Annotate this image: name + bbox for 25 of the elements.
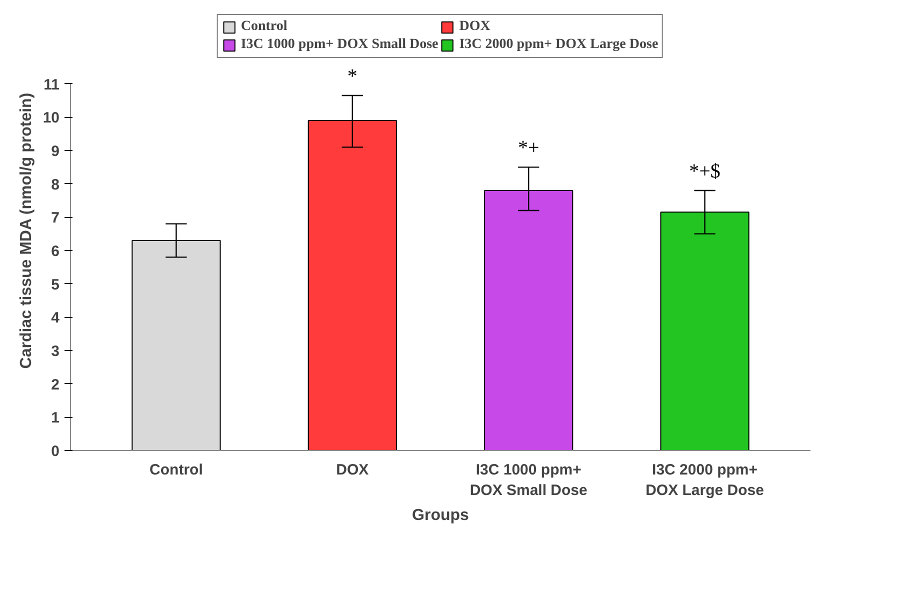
annotation: *	[347, 66, 358, 88]
y-tick-label: 10	[42, 110, 60, 127]
y-tick-label: 5	[51, 276, 60, 294]
y-tick-label: 7	[51, 210, 60, 227]
legend-label: Control	[240, 19, 288, 35]
y-tick-label: 1	[51, 410, 60, 427]
y-tick-label: 0	[51, 443, 60, 460]
annotation: *+$	[689, 160, 720, 182]
y-tick-label: 2	[51, 376, 60, 394]
x-tick-label: I3C 2000 ppm+ DOX Large Dose	[646, 462, 764, 499]
y-tick-label: 4	[51, 310, 60, 327]
legend-label: I3C 1000 ppm+ DOX Small Dose	[240, 37, 438, 53]
y-tick-label: 11	[44, 76, 60, 94]
y-tick-label: 6	[51, 243, 60, 260]
legend-label: DOX	[459, 19, 490, 35]
y-tick-label: 3	[51, 343, 60, 360]
x-tick-label: I3C 1000 ppm+ DOX Small Dose	[470, 462, 588, 499]
annotation: *+	[518, 137, 540, 160]
y-tick-label: 9	[51, 143, 60, 160]
y-tick-label: 8	[51, 176, 60, 194]
legend-label: I3C 2000 ppm+ DOX Large Dose	[459, 37, 658, 53]
y-axis-title: Cardiac tissue MDA (nmol/g protein)	[18, 92, 35, 369]
x-tick-label: Control	[150, 462, 203, 478]
x-axis-title: Groups	[412, 506, 470, 524]
x-tick-label: DOX	[336, 462, 369, 478]
